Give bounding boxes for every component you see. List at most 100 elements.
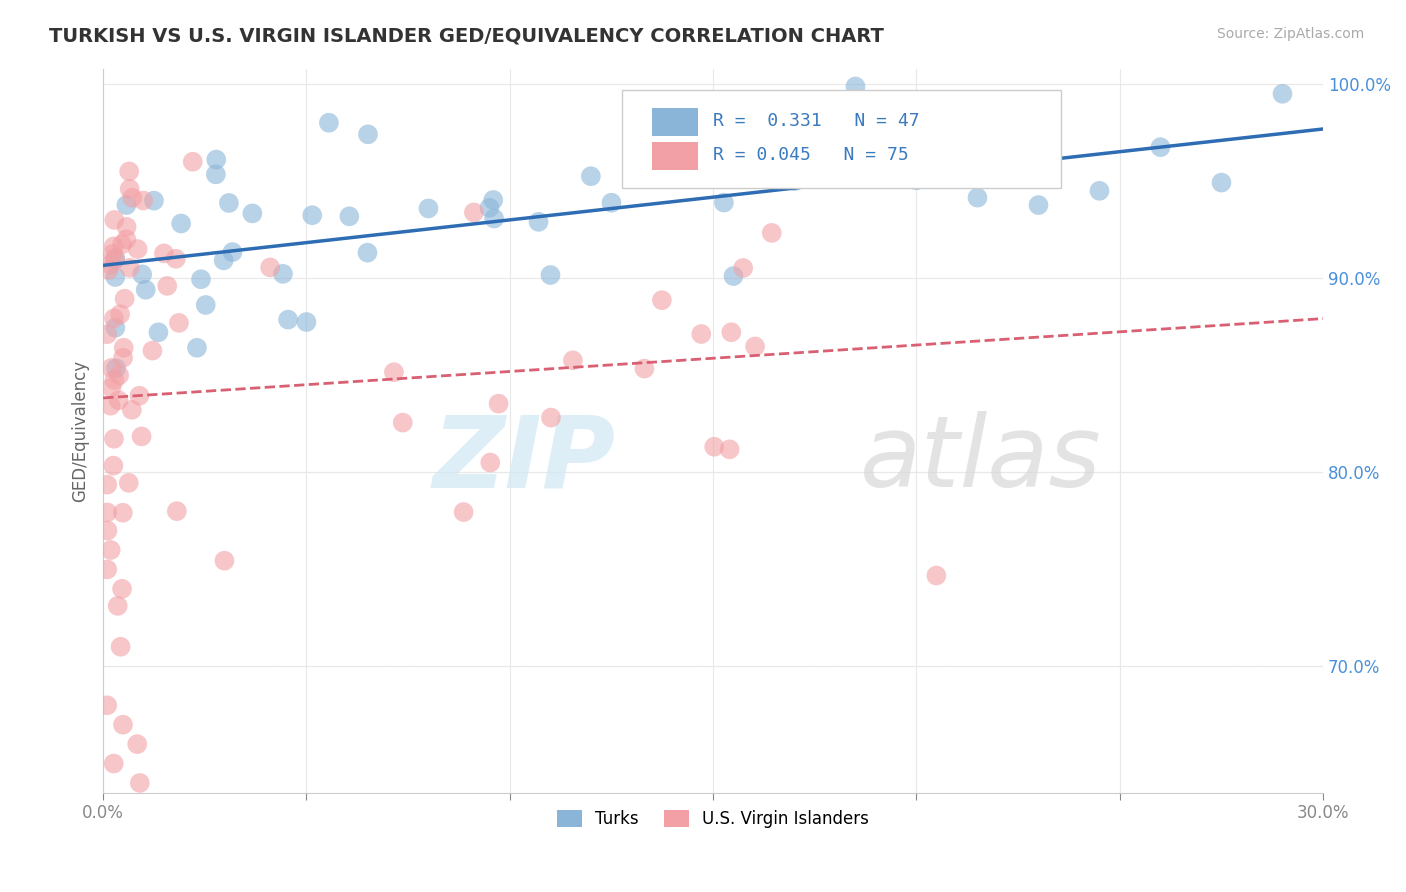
Point bbox=[661, 126, 683, 140]
Point bbox=[1271, 87, 1294, 101]
Point bbox=[103, 756, 125, 771]
Point bbox=[651, 293, 673, 308]
Point bbox=[118, 182, 141, 196]
Point bbox=[153, 246, 176, 260]
Point bbox=[744, 339, 766, 353]
Point bbox=[713, 195, 735, 210]
Point bbox=[107, 599, 129, 613]
Text: atlas: atlas bbox=[859, 411, 1101, 508]
Point bbox=[148, 326, 170, 340]
Point bbox=[579, 169, 602, 184]
Point bbox=[205, 167, 228, 181]
Point bbox=[181, 154, 204, 169]
Point bbox=[166, 504, 188, 518]
Point bbox=[128, 776, 150, 790]
FancyBboxPatch shape bbox=[621, 90, 1062, 188]
Point bbox=[114, 292, 136, 306]
Y-axis label: GED/Equivalency: GED/Equivalency bbox=[72, 359, 89, 501]
Point bbox=[118, 164, 141, 178]
Point bbox=[131, 429, 153, 443]
Point bbox=[115, 232, 138, 246]
Text: R =  0.331   N = 47: R = 0.331 N = 47 bbox=[713, 112, 920, 129]
Point bbox=[382, 365, 405, 379]
Point bbox=[132, 194, 155, 208]
Point bbox=[110, 640, 132, 654]
Point bbox=[318, 116, 340, 130]
Point bbox=[301, 208, 323, 222]
Point bbox=[357, 128, 380, 142]
Point bbox=[104, 252, 127, 267]
Point bbox=[482, 211, 505, 226]
Point bbox=[221, 245, 243, 260]
Point bbox=[170, 217, 193, 231]
Point bbox=[96, 562, 118, 576]
Point bbox=[118, 260, 141, 275]
Point bbox=[111, 717, 134, 731]
Point bbox=[271, 267, 294, 281]
Point bbox=[540, 410, 562, 425]
Text: R = 0.045   N = 75: R = 0.045 N = 75 bbox=[713, 145, 908, 164]
Point bbox=[186, 341, 208, 355]
Point bbox=[356, 245, 378, 260]
Bar bbox=[652, 143, 699, 169]
Point bbox=[103, 239, 125, 253]
Point bbox=[96, 477, 118, 491]
Point bbox=[115, 198, 138, 212]
Point bbox=[733, 260, 755, 275]
Text: ZIP: ZIP bbox=[433, 411, 616, 508]
Point bbox=[97, 263, 120, 277]
Point bbox=[118, 475, 141, 490]
Point bbox=[156, 278, 179, 293]
Point bbox=[1149, 140, 1171, 154]
Point bbox=[1028, 198, 1050, 212]
Point bbox=[105, 361, 128, 376]
Point bbox=[111, 582, 134, 596]
Point bbox=[135, 283, 157, 297]
Point bbox=[111, 506, 134, 520]
Point bbox=[761, 226, 783, 240]
Point bbox=[720, 325, 742, 339]
Text: Source: ZipAtlas.com: Source: ZipAtlas.com bbox=[1216, 27, 1364, 41]
Point bbox=[214, 554, 236, 568]
Point bbox=[103, 432, 125, 446]
Point bbox=[295, 315, 318, 329]
Point bbox=[108, 368, 131, 383]
Point bbox=[96, 327, 118, 342]
Point bbox=[212, 253, 235, 268]
Point bbox=[391, 416, 413, 430]
Point bbox=[104, 270, 127, 285]
Point bbox=[844, 79, 866, 94]
Point bbox=[121, 191, 143, 205]
Point bbox=[277, 312, 299, 326]
Point bbox=[104, 320, 127, 334]
Point bbox=[108, 307, 131, 321]
Point bbox=[482, 193, 505, 207]
Point bbox=[418, 202, 440, 216]
Point bbox=[100, 381, 122, 395]
Point bbox=[478, 201, 501, 215]
Point bbox=[337, 210, 360, 224]
Point bbox=[925, 568, 948, 582]
Point bbox=[143, 194, 166, 208]
Point bbox=[783, 174, 806, 188]
Point bbox=[1088, 184, 1111, 198]
Point bbox=[488, 397, 510, 411]
Point bbox=[190, 272, 212, 286]
Point bbox=[104, 251, 127, 265]
Point bbox=[720, 154, 742, 169]
Point bbox=[479, 456, 502, 470]
Point bbox=[703, 440, 725, 454]
Point bbox=[112, 351, 135, 365]
Point bbox=[103, 311, 125, 326]
Bar bbox=[652, 108, 699, 136]
Point bbox=[112, 341, 135, 355]
Point bbox=[167, 316, 190, 330]
Point bbox=[100, 360, 122, 375]
Point bbox=[633, 361, 655, 376]
Point bbox=[103, 213, 125, 227]
Point bbox=[718, 442, 741, 457]
Point bbox=[527, 215, 550, 229]
Point bbox=[121, 402, 143, 417]
Point bbox=[463, 205, 485, 219]
Point bbox=[128, 389, 150, 403]
